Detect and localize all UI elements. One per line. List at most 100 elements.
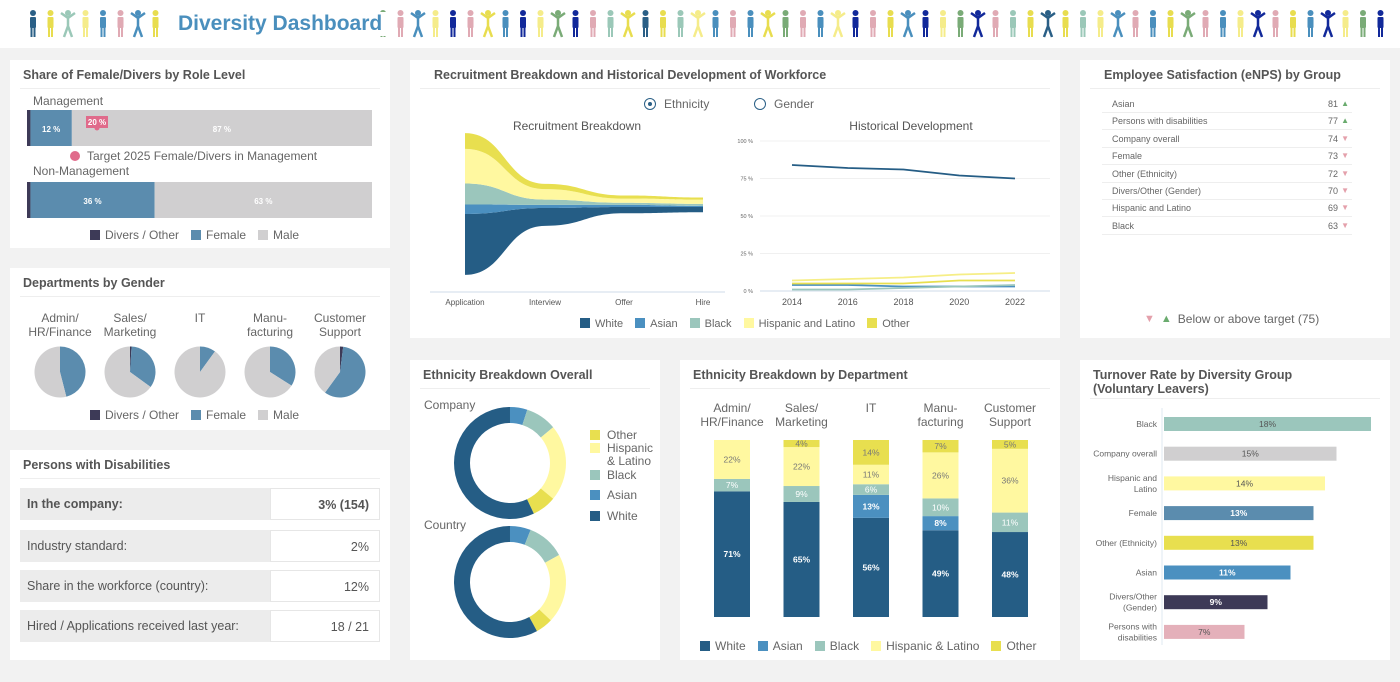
donut-slice-asian (510, 526, 531, 545)
person-leg (923, 27, 925, 37)
row-label: Share in the workforce (country): (20, 570, 270, 602)
person-leg (733, 27, 736, 37)
person-leg (1363, 27, 1366, 37)
person-head (1080, 10, 1086, 16)
person-leg (48, 27, 50, 37)
toggle-ethnicity[interactable]: Ethnicity (644, 97, 709, 111)
person-body (690, 11, 706, 38)
person-leg (1378, 27, 1380, 37)
turnover-bar (1164, 417, 1371, 431)
person-icon (550, 10, 566, 38)
person-leg (660, 27, 663, 37)
bar-segment-divers (27, 182, 31, 218)
triangle-up-icon: ▲ (1341, 99, 1349, 108)
person-body (1320, 11, 1336, 38)
person-icon (900, 10, 916, 38)
line-white (791, 164, 1016, 180)
person-icon (1132, 10, 1139, 37)
bar-label: 15% (1242, 449, 1259, 459)
person-leg (450, 27, 453, 37)
bar-label: 49% (932, 569, 949, 579)
bar-segment-other (992, 440, 1028, 449)
legend-asian: Asian (757, 639, 803, 653)
person-head (1220, 10, 1226, 16)
pie-slice-male (104, 346, 151, 398)
bar-label: 11% (863, 470, 880, 480)
person-icon (1272, 10, 1279, 37)
person-head (817, 10, 824, 16)
enps-row: Other (Ethnicity) 72 ▼ (1102, 166, 1352, 183)
person-body (502, 17, 509, 28)
person-body (957, 17, 964, 28)
person-head (1237, 10, 1244, 16)
person-icon (1150, 10, 1156, 37)
person-icon (1290, 10, 1296, 37)
x-tick-label: Interview (529, 298, 561, 307)
row-label: In the company: (20, 488, 270, 520)
person-head (887, 10, 894, 16)
person-leg (538, 27, 540, 37)
legend-label: Asian (607, 488, 637, 502)
person-leg (156, 27, 158, 37)
role-level-panel: Share of Female/Divers by Role Level Man… (10, 60, 390, 248)
person-icon (1040, 10, 1056, 38)
enps-row: Asian 81 ▲ (1102, 96, 1352, 113)
person-leg (730, 27, 733, 37)
person-icon (590, 10, 596, 37)
donut-label: Country (424, 518, 466, 532)
category-label: Female (1129, 508, 1158, 518)
department-label: Admin/HR/Finance (700, 401, 764, 429)
person-head (590, 10, 596, 16)
person-leg (1346, 27, 1348, 37)
person-head (1045, 10, 1051, 16)
legend: White Asian Black Hispanic & Latino Othe… (700, 639, 1036, 653)
bar-label: 9% (795, 489, 808, 499)
enps-value: 69 (1327, 203, 1338, 214)
department-label: Customer Support (984, 401, 1036, 429)
person-head (485, 10, 491, 16)
person-leg (783, 27, 785, 37)
person-leg (786, 27, 788, 37)
legend-label: Black (607, 468, 637, 482)
person-body (590, 17, 596, 28)
person-head (415, 10, 421, 16)
person-leg (1101, 27, 1103, 37)
person-icon (1307, 10, 1314, 37)
legend-male: Male (258, 408, 299, 422)
person-leg (643, 27, 645, 37)
turnover-bar (1164, 624, 1245, 639)
person-head (1027, 10, 1034, 16)
non-management-label: Non-Management (33, 164, 130, 178)
triangle-down-icon: ▼ (1341, 186, 1349, 195)
person-icon (1237, 10, 1244, 37)
person-body (730, 17, 736, 28)
person-head (1325, 10, 1331, 16)
group-label: Persons with disabilities (1112, 116, 1208, 127)
turnover-bar (1164, 476, 1325, 491)
person-icon (992, 10, 999, 37)
person-leg (503, 27, 505, 37)
person-body (677, 17, 684, 28)
bar-label: 13% (1230, 508, 1247, 518)
enps-value: 73 (1327, 151, 1338, 162)
pie-slice-female (200, 346, 215, 372)
toggle-gender[interactable]: Gender (754, 97, 814, 111)
department-label: Sales/Marketing (775, 401, 828, 429)
pie-slice-female (270, 346, 296, 386)
person-icon (620, 10, 636, 38)
legend-hispanic: Hispanic and Latino (743, 318, 855, 330)
person-leg (681, 27, 683, 37)
person-leg (506, 27, 508, 37)
person-head (905, 10, 911, 16)
bar-segment-female (30, 110, 72, 146)
person-body (1062, 17, 1069, 28)
group-label: Asian (1112, 99, 1135, 109)
legend-hispanic: Hispanic & Latino (871, 639, 979, 653)
person-body (432, 17, 439, 28)
bar-label-female: 36 % (83, 197, 101, 206)
person-icon (957, 10, 964, 37)
x-tick-label: 2016 (838, 297, 858, 307)
bar-segment-black (853, 484, 889, 495)
enps-panel: Employee Satisfaction (eNPS) by Group As… (1080, 60, 1390, 338)
person-head (730, 10, 736, 16)
